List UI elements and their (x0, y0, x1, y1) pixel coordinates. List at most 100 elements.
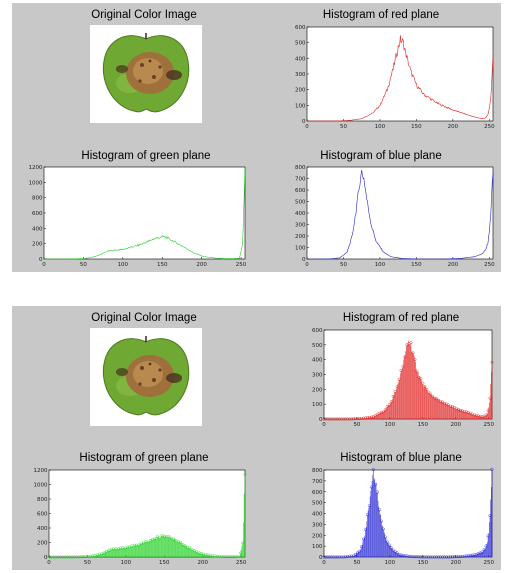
histogram-stem-marker (441, 555, 445, 559)
histogram-bar (442, 402, 444, 419)
histogram-bar (431, 394, 432, 419)
histogram-stem-marker (197, 551, 201, 555)
histogram-bar (430, 394, 432, 419)
histogram-bar (400, 555, 402, 557)
histogram-bar (161, 535, 163, 557)
histogram-bar (439, 401, 441, 419)
x-tick-label: 100 (385, 422, 396, 428)
y-tick-label: 400 (295, 211, 306, 217)
histogram-bar (92, 555, 94, 557)
histogram-stem-marker (423, 555, 427, 559)
histogram-bar (166, 537, 168, 557)
histogram-bar (160, 536, 162, 557)
histogram-bar (367, 514, 368, 557)
histogram-bar (376, 415, 378, 419)
histogram-bar (221, 556, 223, 557)
histogram-bar (371, 487, 372, 557)
histogram-stem-marker (387, 543, 391, 547)
histogram-stem-marker (431, 555, 435, 559)
histogram-bar (415, 361, 416, 419)
y-tick-label: 200 (312, 533, 323, 539)
histogram-bar (378, 506, 380, 557)
histogram-bar (485, 414, 487, 419)
histogram-bar (479, 552, 481, 557)
histogram-bar (367, 417, 369, 419)
histogram-stem-marker (192, 549, 196, 553)
y-tick-label: 800 (32, 196, 43, 202)
histogram-bar (409, 345, 411, 419)
histogram-bar (139, 543, 141, 557)
histogram-red-line: 0 50 100 150 200 250 0 100 200 300 400 500 600 (295, 25, 495, 130)
histogram-bar (220, 556, 221, 557)
chart-title-blue: Histogram of blue plane (340, 452, 462, 464)
histogram-bar (419, 376, 420, 419)
histogram-green-line: 0 50 100 150 200 250 0 200 400 600 800 1000 1200 (29, 165, 247, 268)
histogram-bar (413, 355, 415, 419)
histogram-bar (390, 546, 391, 557)
histogram-bar (469, 413, 470, 419)
histogram-bar (146, 542, 147, 557)
histogram-bar (433, 396, 434, 419)
histogram-bar (384, 533, 385, 557)
histogram-bar (126, 547, 128, 557)
histogram-stem-marker (227, 555, 231, 559)
y-tick-label: 100 (295, 103, 306, 109)
histogram-bar (406, 555, 407, 557)
x-tick-label: 200 (448, 124, 459, 130)
histogram-bar (365, 417, 367, 419)
histogram-bar (478, 553, 480, 557)
y-tick-label: 1000 (34, 483, 48, 489)
histogram-bar (384, 409, 386, 419)
histogram-stem-marker (452, 405, 456, 409)
histogram-stem-marker (411, 555, 415, 559)
histogram-bar (140, 543, 142, 557)
histogram-bar (396, 386, 398, 419)
histogram-bar (140, 543, 141, 557)
histogram-bar (382, 412, 384, 419)
y-tick-label: 100 (295, 246, 306, 252)
histogram-bar (105, 551, 107, 557)
histogram-bar (97, 554, 98, 557)
histogram-bar (447, 405, 449, 419)
histogram-bar (97, 554, 99, 557)
histogram-bar (123, 547, 124, 557)
histogram-bar (235, 556, 237, 557)
histogram-bar (130, 546, 132, 557)
histogram-bar (443, 402, 445, 419)
plot-area (306, 166, 494, 260)
histogram-bar (89, 556, 91, 557)
histogram-bar (153, 539, 155, 557)
histogram-bar (483, 550, 484, 557)
histogram-stem-marker (162, 534, 166, 538)
histogram-bar (480, 416, 482, 419)
histogram-stem-marker (340, 417, 344, 421)
histogram-bar (480, 552, 482, 557)
histogram-bar (422, 383, 424, 419)
histogram-bar (487, 542, 488, 557)
histogram-bar (432, 396, 434, 419)
histogram-bar (242, 542, 244, 557)
y-tick-label: 400 (32, 226, 43, 232)
histogram-bar (433, 397, 435, 419)
histogram-bar (435, 398, 436, 419)
histogram-bar (127, 547, 129, 557)
histogram-stem-marker (326, 555, 330, 559)
histogram-bar (236, 556, 237, 557)
histogram-bar (351, 556, 352, 557)
x-tick-label: 100 (375, 124, 386, 130)
histogram-bar (187, 547, 189, 557)
histogram-bar (468, 412, 470, 419)
histogram-bar (371, 417, 372, 419)
histogram-green-bars: 0 50 100 150 200 250 0 200 400 600 800 1000 1200 (34, 468, 247, 566)
histogram-bar (177, 541, 179, 557)
histogram-bar (107, 550, 108, 557)
y-tick-label: 500 (312, 343, 323, 349)
histogram-bar (467, 555, 468, 557)
histogram-bar (375, 415, 376, 419)
histogram-bar (404, 555, 405, 557)
x-tick-label: 100 (385, 560, 396, 566)
x-tick-label: 150 (157, 262, 168, 268)
histogram-bar (417, 372, 418, 419)
histogram-bar (168, 536, 170, 557)
histogram-stem-marker (395, 551, 399, 555)
